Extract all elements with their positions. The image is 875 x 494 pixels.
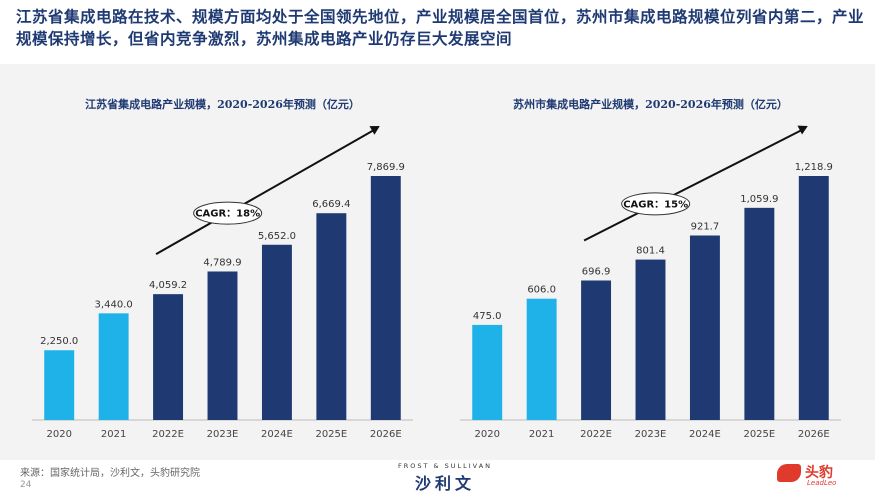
- logo-zh-text: 头豹: [805, 465, 833, 481]
- bar: [581, 280, 612, 420]
- x-tick-label: 2026E: [798, 429, 830, 440]
- x-tick-label: 2025E: [315, 429, 347, 440]
- chart-background-band: [0, 64, 875, 460]
- cagr-label: CAGR：15%: [623, 199, 688, 210]
- frost-sullivan-logo: FROST & SULLIVAN 沙利文: [380, 462, 510, 494]
- chart-suzhou: 苏州市集成电路产业规模，2020-2026年预测（亿元） 475.0 2020 606…: [460, 97, 841, 440]
- bar-value-label: 7,869.9: [367, 162, 405, 173]
- bar-value-label: 1,059.9: [740, 194, 778, 205]
- trend-arrow-line: [155, 128, 377, 256]
- x-tick-label: 2021: [529, 429, 554, 440]
- bar-value-label: 3,440.0: [95, 299, 133, 310]
- chart-title: 江苏省集成电路产业规模，2020-2026年预测（亿元）: [85, 97, 360, 111]
- bar: [153, 294, 184, 420]
- bar: [635, 259, 666, 420]
- bar-value-label: 4,059.2: [149, 280, 187, 291]
- source-note: 来源：国家统计局，沙利文，头豹研究院: [20, 468, 200, 479]
- x-tick-label: 2022E: [152, 429, 184, 440]
- trend-arrow-head: [369, 126, 380, 135]
- bar: [98, 313, 129, 420]
- brand-zh-text: 沙利文: [414, 474, 475, 493]
- bar: [316, 213, 347, 420]
- x-tick-label: 2021: [101, 429, 126, 440]
- x-tick-label: 2020: [474, 429, 499, 440]
- bar-value-label: 696.9: [582, 266, 611, 277]
- bar-value-label: 4,789.9: [203, 257, 241, 268]
- x-tick-label: 2023E: [207, 429, 239, 440]
- trend-arrow-line: [583, 128, 805, 242]
- leopard-icon: [777, 464, 801, 482]
- cagr-bubble: [621, 192, 691, 216]
- bar-value-label: 6,669.4: [312, 199, 350, 210]
- bar-value-label: 5,652.0: [258, 231, 296, 242]
- page-headline: 江苏省集成电路在技术、规模方面均处于全国领先地位，产业规模居全国首位，苏州市集成…: [16, 7, 865, 48]
- cagr-label: CAGR：18%: [195, 209, 260, 220]
- bar: [261, 244, 292, 420]
- bar: [798, 176, 829, 420]
- bar-value-label: 475.0: [473, 311, 502, 322]
- bar: [472, 324, 503, 420]
- chart-title: 苏州市集成电路产业规模，2020-2026年预测（亿元）: [513, 97, 788, 111]
- x-tick-label: 2024E: [261, 429, 293, 440]
- bar: [44, 350, 75, 420]
- bar: [689, 235, 720, 420]
- brand-en-text: FROST & SULLIVAN: [397, 462, 493, 470]
- bar-value-label: 801.4: [636, 246, 665, 257]
- x-tick-label: 2024E: [689, 429, 721, 440]
- page-number: 24: [20, 480, 32, 490]
- cagr-bubble: [193, 201, 263, 225]
- trend-arrow-head: [797, 125, 808, 135]
- x-tick-label: 2026E: [370, 429, 402, 440]
- logo-en-text: LeadLeo: [807, 479, 837, 487]
- x-tick-label: 2023E: [635, 429, 667, 440]
- leadleo-logo: 头豹 LeadLeo: [777, 462, 867, 490]
- chart-jiangsu: 江苏省集成电路产业规模，2020-2026年预测（亿元） 2,250.0 2020 3…: [32, 97, 413, 440]
- bar-value-label: 921.7: [691, 221, 720, 232]
- bar: [207, 271, 238, 420]
- bar-value-label: 2,250.0: [40, 336, 78, 347]
- x-tick-label: 2025E: [743, 429, 775, 440]
- bar-value-label: 1,218.9: [795, 162, 833, 173]
- bar: [744, 207, 775, 420]
- bar: [370, 176, 401, 420]
- bar: [526, 298, 557, 420]
- bar-value-label: 606.0: [527, 285, 556, 296]
- x-tick-label: 2022E: [580, 429, 612, 440]
- x-tick-label: 2020: [46, 429, 71, 440]
